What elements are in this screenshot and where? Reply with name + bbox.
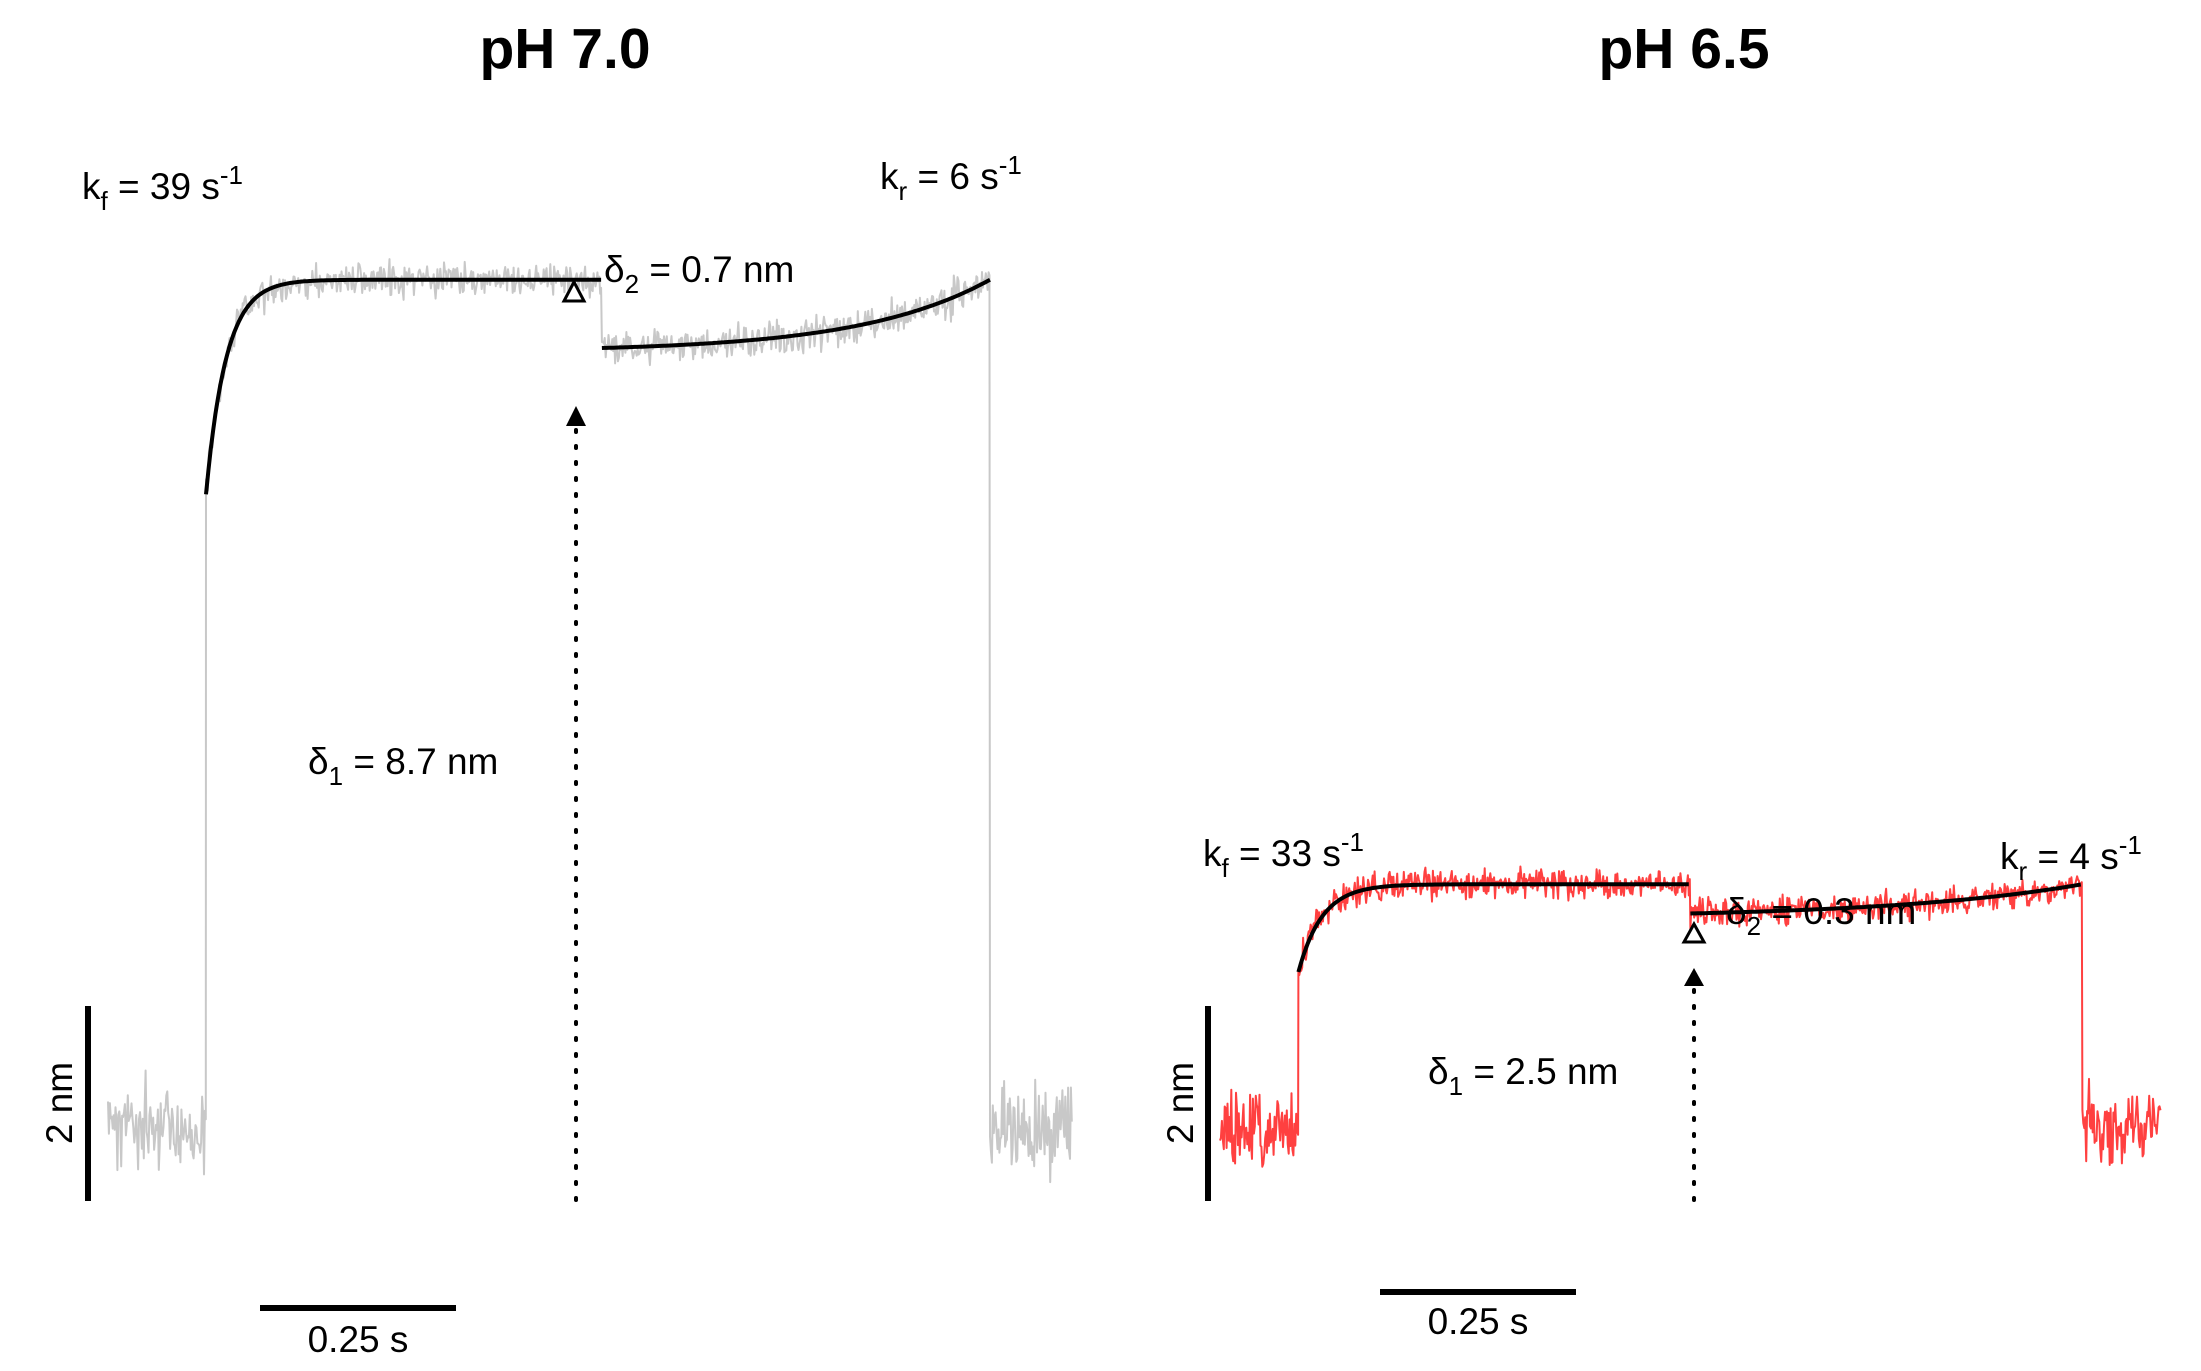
y-scale-label: 2 nm xyxy=(1160,1062,1201,1144)
delta1-label: δ1 = 8.7 nm xyxy=(308,741,498,791)
forward-fit-curve xyxy=(1296,882,1689,973)
y-scale-label: 2 nm xyxy=(39,1062,80,1144)
kf-label: kf = 39 s-1 xyxy=(82,160,243,216)
trace-layer xyxy=(107,258,1073,1184)
forward-fit-curve xyxy=(204,277,602,495)
panel-title: pH 6.5 xyxy=(1598,17,1769,81)
open-triangle-marker xyxy=(1681,920,1707,944)
raw-trace xyxy=(1219,865,2162,1168)
reverse-fit-curve xyxy=(1690,882,2082,916)
kf-label: kf = 33 s-1 xyxy=(1203,827,1364,883)
delta2-label: δ2 = 0.3 nm xyxy=(1726,891,1916,941)
kr-label: kr = 6 s-1 xyxy=(880,150,1022,206)
x-scale-label: 0.25 s xyxy=(308,1319,409,1360)
reverse-fit-curve xyxy=(601,278,991,350)
trace-layer xyxy=(1219,865,2162,1168)
raw-trace xyxy=(107,258,1073,1184)
open-triangle-marker xyxy=(561,278,587,303)
x-scale-label: 0.25 s xyxy=(1428,1301,1529,1342)
panel-ph-6-5: pH 6.5 kf = 33 s-1 kr = 4 s-1 δ2 = 0.3 n… xyxy=(1160,17,2162,1342)
delta2-label: δ2 = 0.7 nm xyxy=(604,249,794,299)
filled-triangle-marker xyxy=(566,406,586,426)
panel-title: pH 7.0 xyxy=(479,17,650,81)
delta1-label: δ1 = 2.5 nm xyxy=(1428,1051,1618,1101)
kr-label: kr = 4 s-1 xyxy=(2000,830,2142,886)
panel-ph-7-0: pH 7.0 kf = 39 s-1 kr = 6 s-1 δ2 = 0.7 n… xyxy=(39,17,1073,1360)
filled-triangle-marker xyxy=(1684,968,1704,986)
